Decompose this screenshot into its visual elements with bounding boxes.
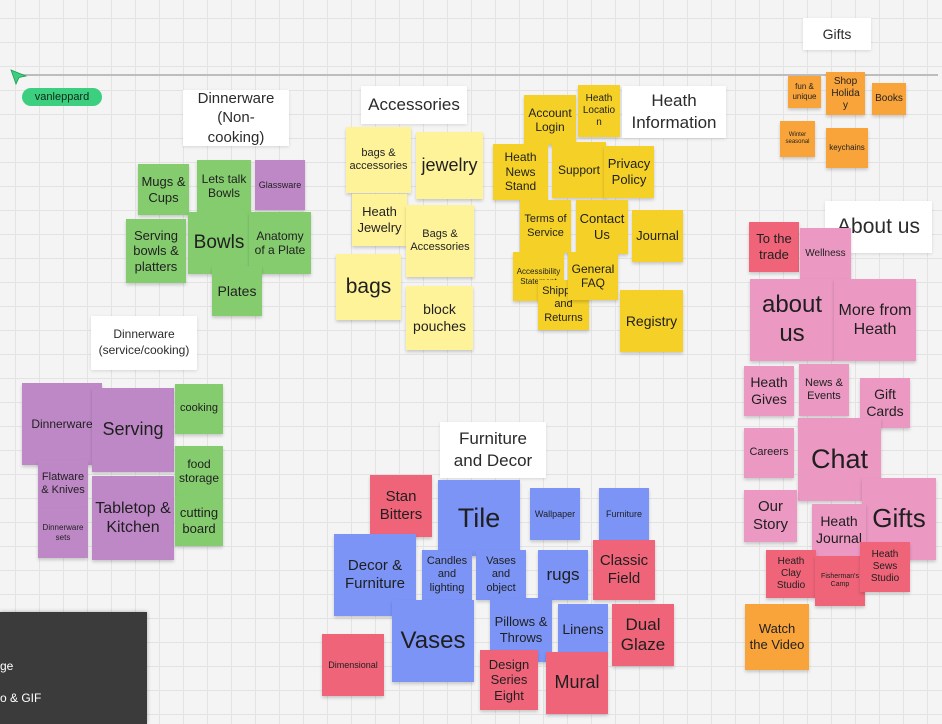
collaborator-name-tag: vanleppard [22, 88, 102, 106]
sticky-note[interactable]: Watch the Video [745, 604, 809, 670]
sticky-note[interactable]: News & Events [799, 364, 849, 416]
sticky-note[interactable]: rugs [538, 550, 588, 600]
sticky-note[interactable]: Plates [212, 266, 262, 316]
sticky-note[interactable]: Glassware [255, 160, 305, 210]
section-label[interactable]: Heath Information [622, 86, 726, 138]
sticky-note[interactable]: Heath Journal [812, 504, 866, 556]
sticky-note[interactable]: Heath Jewelry [352, 194, 407, 246]
sticky-note[interactable]: Heath Location [578, 85, 620, 137]
sticky-note[interactable]: Winter seasonal [780, 121, 815, 157]
sticky-note[interactable]: Gift Cards [860, 378, 910, 428]
sticky-note[interactable]: Our Story [744, 490, 797, 542]
sticky-note[interactable]: Wellness [800, 228, 851, 279]
panel-menu-item[interactable]: ge [0, 659, 14, 673]
sticky-note[interactable]: Registry [620, 290, 683, 352]
sticky-note[interactable]: block pouches [406, 286, 473, 350]
sticky-note[interactable]: More from Heath [834, 279, 916, 361]
sticky-note[interactable]: Heath Gives [744, 366, 794, 416]
frame-divider-line [20, 74, 938, 76]
sticky-note[interactable]: bags [336, 254, 401, 320]
sticky-note[interactable]: Heath Clay Studio [766, 550, 816, 598]
sticky-note[interactable]: Fisherman's Camp [815, 556, 865, 606]
sticky-note[interactable]: bags & accessories [346, 127, 411, 193]
sticky-note[interactable]: Support [552, 142, 606, 198]
sticky-note[interactable]: Furniture [599, 488, 649, 540]
sticky-note[interactable]: Contact Us [576, 200, 628, 254]
sticky-note[interactable]: To the trade [749, 222, 799, 272]
sticky-note[interactable]: Mugs & Cups [138, 164, 189, 215]
sticky-note[interactable]: Bags & Accessories [406, 205, 474, 277]
sticky-note[interactable]: Lets talk Bowls [197, 160, 251, 212]
sticky-note[interactable]: Serving [92, 388, 174, 472]
sticky-note[interactable]: Bowls [188, 212, 250, 274]
sticky-note[interactable]: General FAQ [568, 252, 618, 300]
sticky-note[interactable]: food storage [175, 446, 223, 496]
sticky-note[interactable]: Classic Field [593, 540, 655, 600]
sticky-note[interactable]: Flatware & Knives [38, 460, 88, 508]
sticky-note[interactable]: Privacy Policy [604, 146, 654, 198]
section-label[interactable]: Dinnerware (Non-cooking) [183, 90, 289, 146]
sticky-note[interactable]: Serving bowls & platters [126, 219, 186, 283]
section-label[interactable]: Dinnerware (service/cooking) [91, 316, 197, 370]
sticky-note[interactable]: Careers [744, 428, 794, 478]
sticky-note[interactable]: Chat [798, 418, 881, 501]
sticky-note[interactable]: Dinnerware [22, 383, 102, 465]
sticky-note[interactable]: fun & unique [788, 76, 821, 108]
sticky-note[interactable]: cutting board [175, 496, 223, 546]
sticky-note[interactable]: Books [872, 83, 906, 115]
context-menu-panel: ge o & GIF [0, 612, 147, 724]
section-label[interactable]: Accessories [361, 86, 467, 124]
panel-menu-item[interactable]: o & GIF [0, 691, 42, 705]
sticky-note[interactable]: jewelry [416, 132, 483, 199]
section-label[interactable]: Furniture and Decor [440, 422, 546, 478]
sticky-note[interactable]: Account Login [524, 95, 576, 145]
sticky-note[interactable]: Terms of Service [520, 200, 571, 253]
sticky-note[interactable]: Design Series Eight [480, 650, 538, 710]
sticky-note[interactable]: Dimensional [322, 634, 384, 696]
sticky-note[interactable]: Mural [546, 652, 608, 714]
section-label[interactable]: Gifts [803, 18, 871, 50]
sticky-note[interactable]: keychains [826, 128, 868, 168]
sticky-note[interactable]: Heath Sews Studio [860, 542, 910, 592]
sticky-note[interactable]: cooking [175, 384, 223, 434]
collaborator-cursor-icon [10, 69, 28, 85]
sticky-note[interactable]: Journal [632, 210, 683, 262]
sticky-note[interactable]: about us [750, 279, 834, 361]
sticky-note[interactable]: Tabletop & Kitchen [92, 476, 174, 560]
sticky-note[interactable]: Tile [438, 480, 520, 556]
sticky-note[interactable]: Shop Holiday [826, 72, 865, 115]
sticky-note[interactable]: Anatomy of a Plate [249, 212, 311, 274]
sticky-note[interactable]: Wallpaper [530, 488, 580, 540]
sticky-note[interactable]: Vases [392, 600, 474, 682]
sticky-note[interactable]: Linens [558, 604, 608, 654]
sticky-note[interactable]: Dinnerware sets [38, 508, 88, 558]
sticky-note[interactable]: Heath News Stand [493, 144, 548, 200]
sticky-note[interactable]: Candles and lighting [422, 550, 472, 600]
sticky-note[interactable]: Stan Bitters [370, 475, 432, 537]
sticky-note[interactable]: Dual Glaze [612, 604, 674, 666]
sticky-note[interactable]: Vases and object [476, 550, 526, 600]
